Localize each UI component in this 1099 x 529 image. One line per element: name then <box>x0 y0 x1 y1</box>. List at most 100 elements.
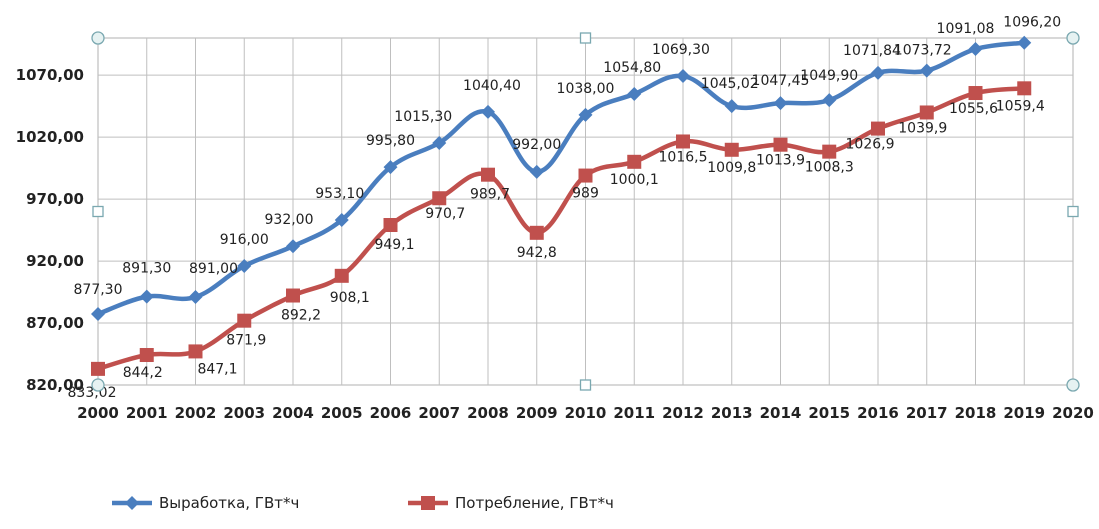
y-tick-label: 1070,00 <box>16 66 84 84</box>
data-point-marker <box>578 107 593 122</box>
data-label: 970,7 <box>425 206 465 222</box>
data-point-marker <box>724 142 739 157</box>
corner-resize-handle[interactable] <box>1066 378 1080 392</box>
x-tick-label: 2008 <box>467 404 509 422</box>
data-label: 892,2 <box>281 308 321 324</box>
data-label: 953,10 <box>315 186 364 202</box>
data-label: 1096,20 <box>1003 15 1061 31</box>
data-label: 847,1 <box>197 361 237 377</box>
data-point-marker <box>91 306 105 321</box>
data-point-marker <box>481 167 495 182</box>
data-point-marker <box>529 225 544 240</box>
data-point-marker <box>871 65 885 80</box>
data-label: 1040,40 <box>463 78 521 94</box>
data-label: 891,00 <box>189 261 238 277</box>
selection-handles[interactable] <box>91 31 1080 392</box>
data-label: 992,00 <box>512 137 561 153</box>
data-point-marker <box>91 361 105 376</box>
corner-resize-handle[interactable] <box>1066 31 1080 45</box>
legend-label: Потребление, ГВт*ч <box>455 494 614 512</box>
data-point-marker <box>627 87 642 102</box>
data-point-marker <box>188 344 203 359</box>
data-point-marker <box>968 86 983 101</box>
edge-resize-handle[interactable] <box>579 32 592 44</box>
x-tick-label: 2006 <box>370 404 412 422</box>
data-point-marker <box>139 348 154 363</box>
y-tick-label: 820,00 <box>26 376 84 394</box>
data-point-marker <box>676 134 690 149</box>
y-tick-label: 870,00 <box>26 314 84 332</box>
data-point-marker <box>139 289 154 304</box>
x-tick-label: 2007 <box>418 404 460 422</box>
y-tick-label: 1020,00 <box>16 128 84 146</box>
edge-resize-handle[interactable] <box>1067 205 1079 218</box>
x-tick-label: 2005 <box>321 404 363 422</box>
data-point-marker <box>334 268 349 283</box>
x-tick-label: 2020 <box>1052 404 1094 422</box>
edge-resize-handle[interactable] <box>579 379 592 391</box>
y-axis-ticks: 820,00 870,00 920,00 970,00 1020,00 1070,00 <box>16 66 84 394</box>
data-label: 1059,4 <box>996 98 1045 114</box>
data-point-marker <box>773 96 788 111</box>
data-point-marker <box>237 259 252 274</box>
data-label: 1013,9 <box>756 153 805 169</box>
edge-resize-handle[interactable] <box>92 205 104 218</box>
data-point-marker <box>822 144 837 159</box>
data-point-marker <box>578 168 593 183</box>
data-point-marker <box>432 135 447 150</box>
data-point-marker <box>334 213 349 228</box>
data-point-marker <box>968 42 983 57</box>
data-point-marker <box>724 99 739 114</box>
data-point-marker <box>676 69 690 84</box>
corner-resize-handle[interactable] <box>91 378 105 392</box>
x-tick-label: 2009 <box>516 404 558 422</box>
legend-marker <box>125 496 139 510</box>
data-label: 1047,45 <box>752 73 810 89</box>
data-label: 1000,1 <box>610 172 659 188</box>
data-point-marker <box>1017 81 1032 96</box>
data-label: 989,7 <box>470 187 510 203</box>
data-label: 1026,9 <box>846 137 895 153</box>
data-label: 1015,30 <box>394 109 452 125</box>
series-lines <box>95 40 1027 372</box>
x-tick-label: 2014 <box>760 404 802 422</box>
data-label: 833,02 <box>68 385 117 401</box>
data-label: 1009,8 <box>707 160 756 176</box>
x-tick-label: 2015 <box>808 404 850 422</box>
data-label: 908,1 <box>330 290 370 306</box>
data-label: 891,30 <box>122 261 171 277</box>
data-point-marker <box>188 290 203 305</box>
x-tick-label: 2013 <box>711 404 753 422</box>
data-point-marker <box>237 313 252 328</box>
data-point-marker <box>286 239 300 254</box>
data-point-marker <box>919 105 934 120</box>
data-label: 1049,90 <box>800 68 858 84</box>
data-point-marker <box>773 137 788 152</box>
data-label: 877,30 <box>74 282 123 298</box>
data-label: 1008,3 <box>805 160 854 176</box>
x-tick-label: 2010 <box>565 404 607 422</box>
data-point-marker <box>286 288 300 303</box>
data-label: 1069,30 <box>652 42 710 58</box>
data-point-marker <box>432 191 447 206</box>
data-point-marker <box>481 104 495 119</box>
data-label: 1054,80 <box>603 60 661 76</box>
x-tick-label: 2016 <box>857 404 899 422</box>
data-label: 1016,5 <box>659 149 708 165</box>
data-point-marker <box>919 63 934 78</box>
data-label: 1038,00 <box>557 81 615 97</box>
data-label: 916,00 <box>220 232 269 248</box>
y-tick-label: 920,00 <box>26 252 84 270</box>
data-label: 995,80 <box>366 133 415 149</box>
data-label: 1071,84 <box>843 43 901 59</box>
data-point-marker <box>383 160 398 175</box>
data-label: 1045,02 <box>701 76 759 92</box>
corner-resize-handle[interactable] <box>91 31 105 45</box>
data-label: 949,1 <box>374 237 414 253</box>
x-tick-label: 2000 <box>77 404 119 422</box>
series-line <box>95 86 1027 372</box>
data-label: 942,8 <box>517 245 557 261</box>
x-tick-label: 2012 <box>662 404 704 422</box>
